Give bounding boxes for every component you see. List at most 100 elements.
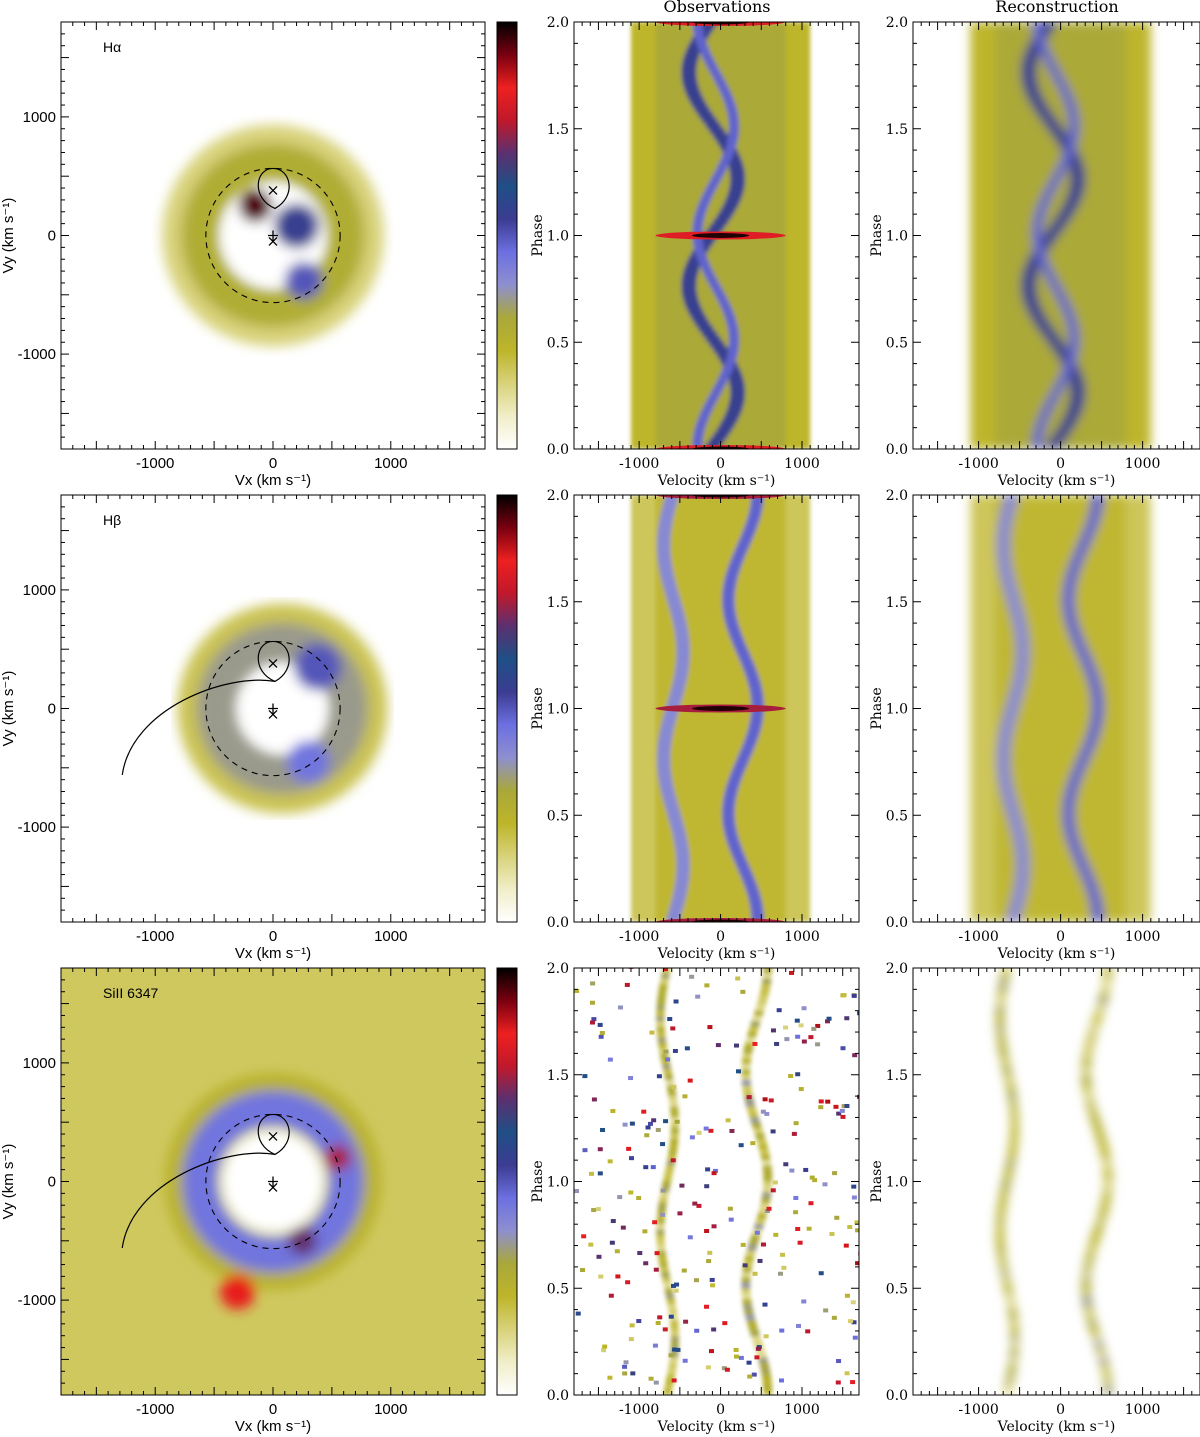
s-wave-segment [1041, 22, 1057, 28]
s-wave-segment [1008, 696, 1022, 704]
s-wave-segment [688, 95, 704, 103]
noise-pixel [704, 1184, 710, 1189]
s-wave-segment [705, 335, 721, 343]
noise-pixel [751, 1372, 757, 1377]
s-wave-segment [670, 1329, 679, 1337]
x-axis-title: Vx (km s⁻¹) [235, 472, 311, 489]
s-wave-segment [742, 1297, 752, 1305]
s-wave-segment [1101, 1196, 1111, 1203]
s-wave-segment [1021, 287, 1037, 295]
s-wave-segment [1069, 122, 1080, 129]
s-wave-segment [672, 894, 686, 901]
s-wave-segment [1070, 394, 1085, 401]
s-wave-segment [1067, 405, 1083, 412]
s-wave-segment [762, 1185, 772, 1193]
s-wave-segment [1000, 1271, 1010, 1278]
noise-pixel [694, 1328, 700, 1333]
s-wave-segment [681, 63, 697, 71]
s-wave-segment [1002, 579, 1016, 586]
x-tick-label: 1000 [784, 1402, 820, 1418]
s-wave-segment [753, 1127, 763, 1134]
s-wave-segment [1074, 643, 1087, 650]
s-wave-segment [729, 186, 744, 193]
center-of-mass-marker [268, 703, 278, 714]
noise-pixel [628, 1190, 634, 1195]
s-wave-segment [995, 1020, 1005, 1027]
s-wave-segment [752, 1335, 761, 1342]
s-wave-segment [1023, 298, 1039, 305]
s-wave-segment [1083, 1089, 1093, 1097]
s-wave-segment [750, 712, 764, 720]
s-wave-segment [1057, 213, 1072, 220]
x-axis-title: Velocity (km s⁻¹) [657, 946, 776, 962]
s-wave-segment [1063, 415, 1078, 423]
y-tick-label: 0.0 [547, 1388, 569, 1404]
s-wave-segment [1068, 346, 1079, 353]
spectrum-image [913, 495, 1200, 922]
s-wave-segment [722, 590, 735, 597]
s-wave-segment [1061, 303, 1072, 311]
s-wave-segment [1009, 1143, 1018, 1150]
doppler-map-panel-2: Hβ -1000 0 1000 -1000 0 1000 Vx (km s⁻¹) Vy (km … [0, 494, 486, 962]
s-wave-segment [1065, 410, 1081, 417]
s-wave-segment [996, 536, 1010, 544]
s-wave-segment [723, 584, 736, 592]
s-wave-segment [748, 1324, 758, 1331]
noise-pixel [575, 1311, 581, 1316]
noise-pixel [780, 1252, 786, 1257]
s-wave-segment [693, 239, 703, 247]
noise-pixel [598, 1034, 604, 1039]
s-wave-segment [1007, 1367, 1016, 1374]
s-wave-segment [1057, 426, 1072, 433]
noise-pixel [590, 981, 596, 986]
s-wave-segment [657, 1249, 666, 1257]
noise-pixel [645, 1125, 651, 1130]
s-wave-segment [1053, 431, 1069, 439]
s-wave-segment [1068, 776, 1081, 784]
s-wave-segment [1004, 590, 1019, 597]
noise-pixel [836, 1359, 842, 1364]
spectrum-image [913, 968, 1200, 1395]
noise-pixel [582, 1148, 588, 1153]
s-wave-segment [1023, 266, 1039, 273]
s-wave-segment [727, 351, 738, 359]
s-wave-segment [1053, 74, 1063, 81]
s-wave-segment [664, 1383, 673, 1390]
s-wave-segment [1034, 319, 1050, 327]
s-wave-segment [763, 1175, 773, 1182]
noise-pixel [836, 1111, 842, 1116]
s-wave-segment [998, 734, 1012, 741]
noise-pixel [663, 1049, 669, 1054]
s-wave-segment [726, 568, 740, 576]
s-wave-segment [715, 293, 726, 300]
s-wave-segment [1025, 90, 1041, 97]
noise-pixel [766, 1206, 772, 1211]
noise-pixel [770, 1028, 776, 1033]
s-wave-segment [1063, 611, 1076, 618]
x-tick-label: -1000 [958, 1402, 998, 1418]
noise-pixel [789, 1168, 795, 1173]
s-wave-segment [666, 1297, 676, 1305]
s-wave-segment [1037, 255, 1048, 263]
s-wave-segment [1103, 972, 1113, 979]
s-wave-segment [1067, 373, 1083, 380]
y-tick-label: 0.0 [547, 442, 569, 458]
s-wave-segment [1088, 1324, 1098, 1331]
s-wave-segment [704, 271, 715, 279]
s-wave-segment [1082, 1052, 1092, 1059]
s-wave-segment [1070, 383, 1085, 391]
noise-pixel [803, 1167, 809, 1172]
s-wave-segment [997, 1249, 1006, 1257]
s-wave-segment [664, 1287, 673, 1294]
s-wave-segment [742, 1084, 752, 1091]
s-wave-segment [997, 1255, 1007, 1262]
s-wave-segment [665, 803, 679, 810]
y-tick-label: 2.0 [886, 15, 908, 31]
s-wave-segment [725, 787, 738, 794]
x-tick-label: 0 [716, 1402, 725, 1418]
s-wave-segment [663, 798, 677, 805]
s-wave-segment [666, 1372, 676, 1379]
s-wave-segment [1093, 1127, 1104, 1134]
observations-column-title: Observations [664, 0, 771, 16]
y-tick-label: 1000 [23, 582, 56, 599]
